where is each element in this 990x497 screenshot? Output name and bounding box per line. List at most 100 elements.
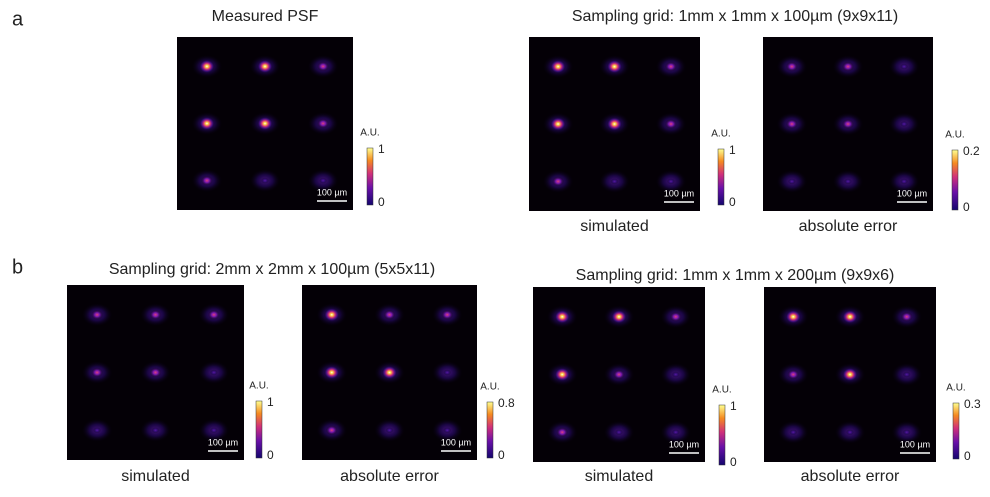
panel-title: Sampling grid: 2mm x 2mm x 100µm (5x5x11… [109,261,435,278]
colorbar [366,147,374,206]
colorbar-max: 1 [730,399,737,413]
image-caption: simulated [121,468,189,485]
psf-spot [787,369,800,380]
panel-title: Sampling grid: 1mm x 1mm x 200µm (9x9x6) [576,267,895,284]
colorbar-min: 0 [378,195,385,209]
colorbar-min: 0 [964,449,971,463]
colorbar-unit: A.U. [946,383,965,394]
colorbar-min: 0 [963,200,970,214]
psf-spot [209,427,218,434]
scalebar-label: 100 µm [669,439,699,449]
psf-spot [611,309,627,324]
panel-label: a [12,8,24,30]
colorbar [486,401,494,459]
psf-spot [198,59,215,74]
psf-spot [317,118,330,129]
psf-spot [261,177,269,184]
colorbar-max: 1 [378,142,385,156]
panel-label: b [12,256,23,278]
scalebar-label: 100 µm [317,187,347,197]
psf-spot [842,309,858,324]
psf-spot [443,427,452,434]
psf-spot [787,178,796,185]
image-caption: simulated [580,218,648,235]
psf-spot [902,371,911,378]
psf-spot [385,427,394,434]
psf-spot [664,119,677,129]
psf-spot [441,309,454,320]
psf-spot [846,429,854,436]
colorbar-max: 1 [729,143,736,157]
colorbar-unit: A.U. [712,385,731,396]
psf-spot [613,369,625,380]
psf-spot [91,367,104,378]
psf-spot [151,427,160,434]
image-caption: absolute error [799,218,898,235]
colorbar-unit: A.U. [249,381,268,392]
psf-spot [257,116,273,131]
panel-title: Sampling grid: 1mm x 1mm x 100µm (9x9x11… [572,8,898,25]
psf-spot [785,309,802,324]
psf-spot [606,59,623,74]
psf-spot [842,61,854,72]
psf-spot [785,119,798,129]
image-caption: absolute error [801,468,900,485]
psf-spot [610,178,619,185]
psf-spot [669,311,682,322]
psf-spot [323,365,340,380]
psf-spot [671,429,680,436]
image-caption: absolute error [340,468,439,485]
psf-spot [383,309,396,320]
psf-spot [615,429,623,436]
scalebar-label: 100 µm [664,188,694,198]
psf-spot [381,365,398,380]
scalebar-label: 100 µm [441,437,471,447]
psf-spot [550,117,567,131]
colorbar-max: 1 [267,395,274,409]
psf-spot [900,121,909,127]
psf-spot [149,309,162,320]
scalebar-label: 100 µm [897,188,927,198]
image-caption: simulated [585,468,653,485]
colorbar-min: 0 [267,448,274,462]
psf-spot [900,63,909,70]
psf-spot [149,367,162,378]
psf-spot [207,309,220,320]
psf-spot [325,425,338,436]
colorbar-unit: A.U. [480,382,499,393]
colorbar [951,149,959,211]
colorbar-min: 0 [729,195,736,209]
psf-spot [554,309,571,324]
colorbar [255,400,263,459]
psf-spot [606,117,623,131]
psf-spot [556,427,569,438]
panel-title: Measured PSF [212,8,319,25]
psf-spot [198,116,215,131]
psf-spot [785,61,798,72]
psf-spot [319,177,328,184]
colorbar-unit: A.U. [360,128,379,139]
psf-spot [902,429,911,436]
psf-spot [900,178,909,185]
colorbar-unit: A.U. [711,129,730,140]
colorbar-unit: A.U. [945,130,964,141]
psf-spot [666,178,675,185]
psf-spot [900,311,913,322]
psf-spot [842,367,858,382]
psf-spot [671,371,680,378]
scalebar-label: 100 µm [208,437,238,447]
colorbar-min: 0 [730,455,737,469]
colorbar-max: 0.8 [498,396,515,410]
psf-spot [323,307,340,322]
scalebar-label: 100 µm [900,439,930,449]
colorbar [718,404,726,466]
psf-spot [789,429,798,436]
psf-spot [443,369,452,376]
psf-spot [209,369,218,376]
colorbar-max: 0.2 [963,144,980,158]
colorbar-min: 0 [498,448,505,462]
psf-spot [317,61,330,72]
psf-spot [257,59,273,74]
psf-spot [552,176,565,187]
